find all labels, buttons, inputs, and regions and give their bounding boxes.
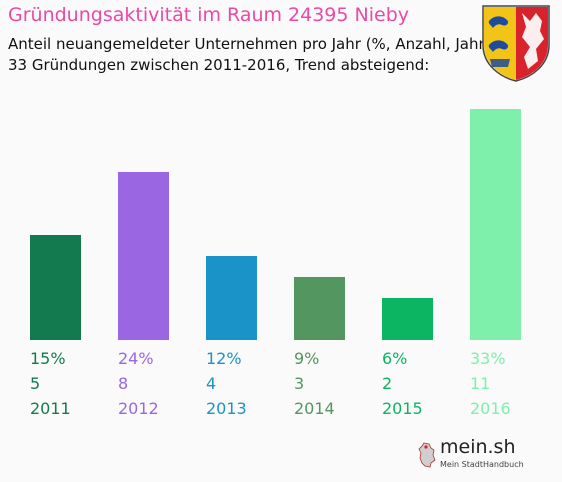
bar-2014 bbox=[294, 277, 345, 340]
count-label-2012: 8 bbox=[118, 374, 128, 393]
germany-map-icon bbox=[418, 442, 436, 468]
labels-group: 15% 5 2011 24% 8 2012 12% 4 2013 9% 3 2014 6% 2 2015 33… bbox=[30, 349, 511, 418]
bar-2012 bbox=[118, 172, 169, 340]
count-label-2014: 3 bbox=[294, 374, 304, 393]
count-label-2016: 11 bbox=[470, 374, 490, 393]
bar-2016 bbox=[470, 109, 521, 340]
year-label-2013: 2013 bbox=[206, 399, 247, 418]
bars-group bbox=[30, 109, 521, 340]
subtitle-line-1: Anteil neuangemeldeter Unternehmen pro J… bbox=[8, 35, 491, 53]
subtitle-line-2: 33 Gründungen zwischen 2011-2016, Trend … bbox=[8, 56, 430, 74]
bar-2011 bbox=[30, 235, 81, 340]
mein-sh-logo: mein.sh Mein StadtHandbuch bbox=[418, 436, 538, 476]
logo-tagline: Mein StadtHandbuch bbox=[440, 460, 524, 469]
chart-subtitle: Anteil neuangemeldeter Unternehmen pro J… bbox=[8, 34, 491, 76]
bar-2015 bbox=[382, 298, 433, 340]
year-label-2012: 2012 bbox=[118, 399, 159, 418]
count-label-2013: 4 bbox=[206, 374, 216, 393]
bar-2013 bbox=[206, 256, 257, 340]
logo-name: mein.sh bbox=[440, 436, 516, 458]
year-label-2011: 2011 bbox=[30, 399, 71, 418]
percent-label-2013: 12% bbox=[206, 349, 242, 368]
year-label-2016: 2016 bbox=[470, 399, 511, 418]
count-label-2015: 2 bbox=[382, 374, 392, 393]
percent-label-2014: 9% bbox=[294, 349, 319, 368]
percent-label-2011: 15% bbox=[30, 349, 66, 368]
percent-label-2015: 6% bbox=[382, 349, 407, 368]
chart-title: Gründungsaktivität im Raum 24395 Nieby bbox=[8, 4, 410, 26]
year-label-2014: 2014 bbox=[294, 399, 335, 418]
year-label-2015: 2015 bbox=[382, 399, 423, 418]
count-label-2011: 5 bbox=[30, 374, 40, 393]
percent-label-2016: 33% bbox=[470, 349, 506, 368]
schleswig-holstein-coat-of-arms-icon bbox=[482, 5, 550, 82]
percent-label-2012: 24% bbox=[118, 349, 154, 368]
